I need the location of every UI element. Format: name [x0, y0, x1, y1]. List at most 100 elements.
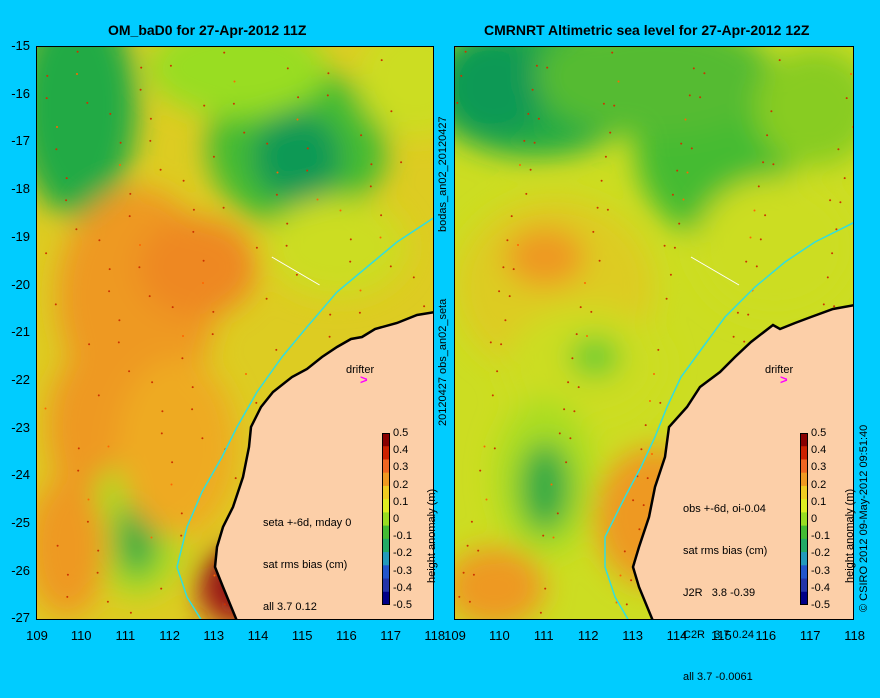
colorbar-tick-label: 0.5 — [811, 427, 827, 439]
right-drifter-marker: > — [780, 372, 788, 387]
obs-dot — [380, 214, 383, 217]
obs-dot — [54, 303, 57, 306]
obs-dot — [613, 104, 616, 107]
obs-dot — [573, 410, 576, 413]
obs-dot — [537, 117, 540, 120]
obs-dot — [412, 276, 415, 279]
obs-dot — [170, 483, 173, 486]
obs-dot — [579, 306, 582, 309]
obs-dot — [458, 595, 461, 598]
obs-dot — [389, 265, 392, 268]
colorbar-step — [800, 485, 808, 500]
obs-dot — [326, 94, 329, 97]
obs-dot — [191, 386, 194, 389]
x-tick-label: 111 — [115, 628, 136, 643]
anomaly-patch — [455, 547, 545, 619]
y-tick-label: -23 — [11, 419, 30, 435]
obs-dot — [665, 297, 668, 300]
shelf-contour — [604, 222, 853, 619]
anomaly-patch — [535, 47, 775, 137]
obs-dot — [464, 50, 467, 53]
obs-dot — [150, 536, 153, 539]
obs-dot — [328, 335, 331, 338]
obs-dot — [128, 370, 131, 373]
obs-dot — [753, 209, 756, 212]
obs-dot — [139, 244, 141, 246]
obs-dot — [203, 104, 206, 107]
obs-dot — [699, 96, 702, 99]
x-tick-label: 115 — [291, 628, 313, 643]
obs-dot — [87, 498, 90, 501]
obs-dot — [602, 102, 605, 105]
colorbar-tick-label: -0.5 — [811, 599, 830, 611]
obs-dot — [535, 64, 538, 67]
obs-dot — [108, 290, 111, 293]
obs-dot — [181, 357, 184, 360]
obs-dot — [456, 101, 459, 104]
obs-dot — [496, 370, 499, 373]
obs-dot — [37, 47, 38, 48]
obs-dot — [544, 587, 547, 590]
obs-dot — [770, 110, 773, 113]
obs-dot — [359, 289, 362, 292]
obs-dot — [669, 273, 672, 276]
colorbar-tick-label: 0 — [811, 513, 818, 525]
obs-dot — [845, 97, 848, 100]
obs-dot — [296, 118, 299, 121]
obs-dot — [766, 134, 769, 137]
obs-dot — [379, 236, 382, 239]
x-tick-label: 117 — [380, 628, 401, 643]
obs-dot — [531, 88, 534, 91]
obs-dot — [138, 266, 141, 269]
obs-dot — [630, 579, 633, 582]
colorbar-tick-label: 0.1 — [811, 495, 827, 508]
obs-dot — [286, 67, 289, 70]
colorbar-tick-label: -0.3 — [393, 564, 412, 577]
obs-dot — [223, 603, 226, 606]
obs-dot — [455, 47, 456, 48]
anomaly-patch — [117, 357, 237, 537]
left-stats: seta +-6d, mday 0 sat rms bias (cm) all … — [263, 488, 351, 628]
left-map-panel — [36, 46, 434, 620]
right-stats-line: sat rms bias (cm) — [683, 545, 768, 557]
colorbar-label: height anomaly (m) — [426, 488, 438, 583]
colorbar-step — [800, 591, 808, 605]
obs-dot — [390, 110, 393, 113]
colorbar-step — [382, 552, 390, 566]
left-stats-line: sat rms bias (cm) — [263, 559, 348, 571]
drift-track — [271, 256, 320, 286]
coastline — [631, 304, 853, 619]
colorbar-step — [800, 459, 808, 474]
obs-dot — [642, 504, 645, 507]
obs-dot — [117, 341, 120, 344]
obs-dot — [772, 163, 775, 166]
obs-dot — [55, 148, 58, 151]
y-tick-label: -27 — [11, 610, 30, 626]
obs-dot — [211, 333, 214, 336]
obs-dot — [833, 305, 836, 308]
shelf-contour — [176, 217, 433, 619]
obs-dot — [477, 549, 480, 552]
colorbar-tick-label: 0.2 — [393, 478, 409, 491]
obs-dot — [565, 461, 568, 464]
obs-dot — [563, 408, 566, 411]
anomaly-patch — [570, 337, 620, 377]
colorbar-tick-label: -0.4 — [811, 581, 830, 594]
anomaly-patch — [505, 227, 585, 287]
obs-dot — [646, 477, 649, 480]
obs-dot — [148, 295, 151, 298]
obs-dot — [202, 282, 204, 284]
anomaly-patch — [37, 477, 107, 617]
x-tick-label: 118 — [844, 628, 865, 643]
anomaly-patch — [520, 442, 570, 532]
obs-dot — [550, 483, 553, 486]
middle-label-top: bodas_an02_20120427 — [437, 116, 449, 232]
obs-dot — [663, 244, 666, 247]
y-tick-label: -15 — [11, 38, 30, 53]
anomaly-patch — [695, 177, 853, 317]
obs-dot — [852, 126, 853, 128]
obs-dot — [460, 74, 463, 77]
obs-dot — [201, 437, 204, 440]
colorbar-step — [382, 578, 390, 593]
obs-dot — [129, 611, 132, 614]
